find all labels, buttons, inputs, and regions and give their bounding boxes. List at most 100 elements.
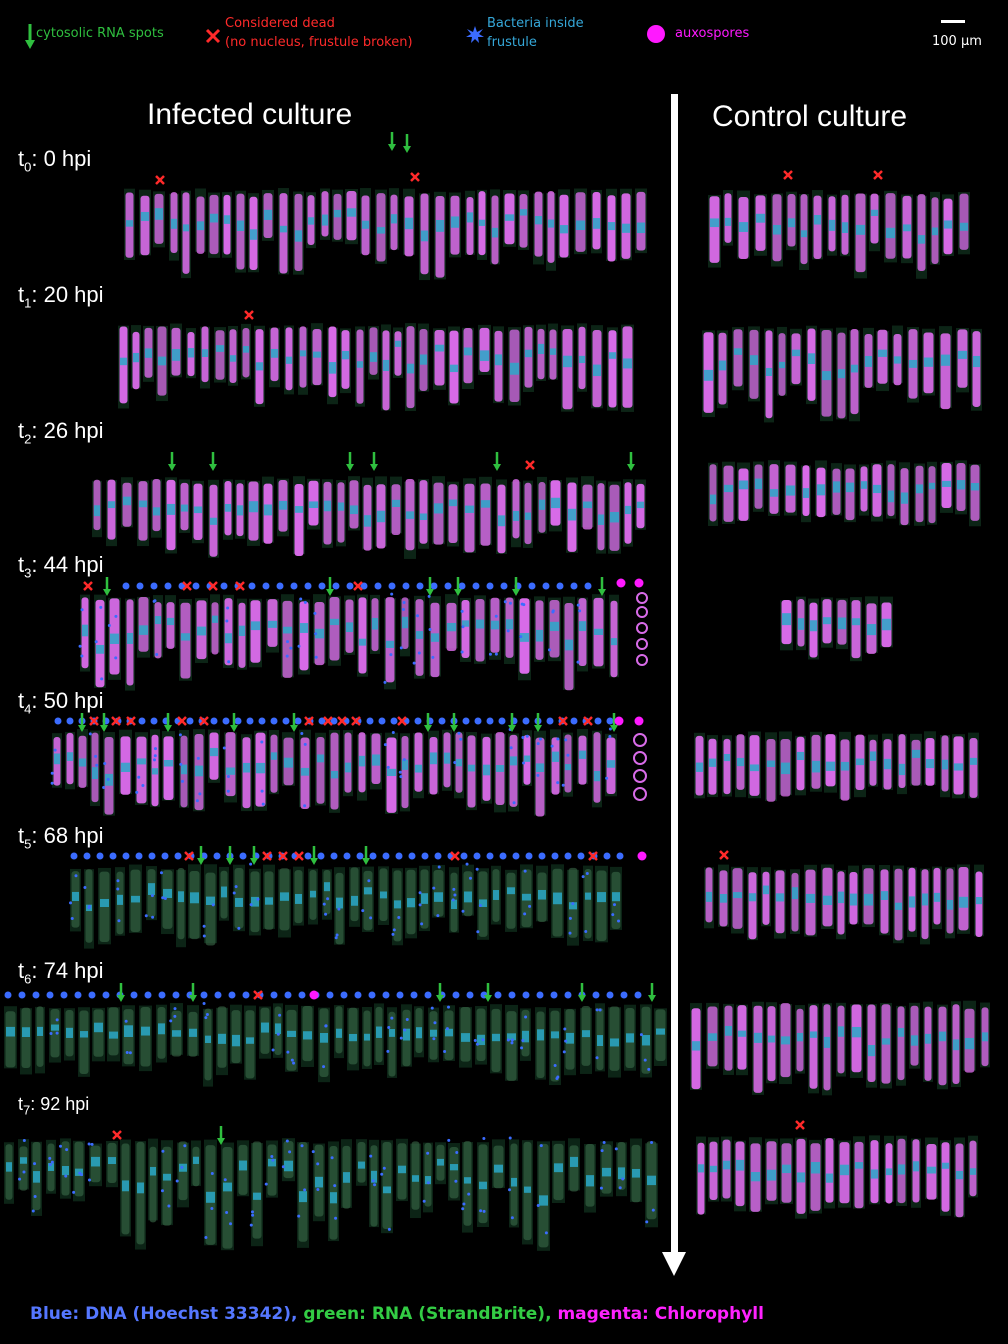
cell-nucleus xyxy=(976,897,982,905)
dead-marker xyxy=(184,851,194,861)
cell-chloroplast xyxy=(177,867,185,940)
bacteria-dot xyxy=(285,1139,289,1143)
cell-nucleus xyxy=(462,620,469,627)
cell-nucleus xyxy=(899,763,905,776)
cell-chloroplast xyxy=(735,1141,745,1207)
timepoint-sub: 2 xyxy=(24,431,32,447)
cell-nucleus xyxy=(941,354,950,366)
cell-chloroplast xyxy=(767,1006,776,1082)
timepoint-sub: 7 xyxy=(23,1102,31,1118)
cell-nucleus xyxy=(364,887,372,895)
bacteria-dot xyxy=(316,1187,320,1191)
cell-nucleus xyxy=(253,1192,261,1200)
cell-chloroplast xyxy=(837,1005,845,1074)
cell-nucleus xyxy=(551,497,560,509)
cell-nucleus xyxy=(394,900,401,909)
bacteria-dot xyxy=(447,1005,451,1009)
cell-nucleus xyxy=(524,755,530,762)
cell-chloroplast xyxy=(809,1005,818,1089)
cell-nucleus xyxy=(232,1034,240,1047)
cell-nucleus xyxy=(916,484,923,494)
cell-nucleus xyxy=(881,891,888,900)
bacteria-dot xyxy=(161,1149,165,1153)
cell-chloroplast xyxy=(323,869,331,915)
bacteria-marker xyxy=(378,717,386,725)
cell-nucleus xyxy=(310,890,316,898)
bacteria-marker xyxy=(239,852,247,860)
cell-chloroplast xyxy=(537,328,545,380)
cell-chloroplast xyxy=(163,736,174,800)
bacteria-dot xyxy=(401,608,405,612)
rna-marker xyxy=(326,589,334,596)
bacteria-dot xyxy=(303,804,307,808)
bacteria-dot xyxy=(205,1013,209,1017)
bacteria-marker xyxy=(416,582,424,590)
bacteria-dot xyxy=(260,740,264,744)
cell-chloroplast xyxy=(341,330,350,389)
cell-nucleus xyxy=(632,1168,640,1178)
bacteria-dot xyxy=(461,909,465,913)
cell-nucleus xyxy=(94,505,100,517)
bacteria-dot xyxy=(159,871,163,875)
bacteria-marker xyxy=(270,991,278,999)
dead-marker xyxy=(873,170,883,180)
bacteria-marker xyxy=(410,991,418,999)
cell-nucleus xyxy=(237,505,243,516)
bacteria-dot xyxy=(521,1038,525,1042)
cell-nucleus xyxy=(197,221,204,231)
cell-chloroplast xyxy=(655,1009,666,1062)
bacteria-dot xyxy=(550,744,554,748)
cell-nucleus xyxy=(840,1164,849,1176)
cell-nucleus xyxy=(798,618,804,630)
rna-marker xyxy=(230,725,238,732)
dead-marker xyxy=(410,172,420,182)
cell-nucleus xyxy=(163,888,172,898)
bacteria-dot xyxy=(80,1173,84,1177)
bacteria-dot xyxy=(276,1032,280,1036)
bacteria-dot xyxy=(160,1189,164,1193)
dead-marker xyxy=(182,581,192,591)
cell-nucleus xyxy=(117,894,123,905)
cell-nucleus xyxy=(139,500,147,508)
cell-chloroplast xyxy=(800,194,808,265)
cell-nucleus xyxy=(377,227,385,234)
cell-chloroplast xyxy=(825,1138,834,1203)
cell-nucleus xyxy=(882,618,891,631)
cell-chloroplast xyxy=(140,195,150,256)
bacteria-marker xyxy=(138,717,146,725)
bacteria-dot xyxy=(475,867,479,871)
cell-nucleus xyxy=(492,1033,500,1042)
cell-nucleus xyxy=(148,883,155,895)
timepoint-sub: 3 xyxy=(24,565,32,581)
cell-chloroplast xyxy=(535,737,545,817)
cell-chloroplast xyxy=(350,867,359,922)
bacteria-dot xyxy=(153,747,157,751)
bacteria-dot xyxy=(55,1031,59,1035)
cell-nucleus xyxy=(788,218,795,228)
dead-marker xyxy=(111,716,121,726)
cell-nucleus xyxy=(563,355,572,368)
bacteria-dot xyxy=(223,1178,227,1182)
timepoint-text: : 74 hpi xyxy=(31,958,104,983)
cell-nucleus xyxy=(491,620,499,630)
cell-nucleus xyxy=(256,362,263,371)
cell-nucleus xyxy=(971,483,979,491)
bacteria-dot xyxy=(481,1038,485,1042)
bacteria-marker xyxy=(88,991,96,999)
cell-chloroplast xyxy=(205,872,216,946)
bacteria-marker xyxy=(32,991,40,999)
bacteria-marker xyxy=(304,582,312,590)
cell-nucleus xyxy=(806,893,815,903)
cell-chloroplast xyxy=(550,1010,560,1082)
bacteria-dot xyxy=(33,1194,37,1198)
cell-chloroplast xyxy=(732,868,743,929)
bacteria-dot xyxy=(198,792,202,796)
cell-nucleus xyxy=(434,503,443,514)
bacteria-dot xyxy=(286,640,290,644)
cell-nucleus xyxy=(343,1172,350,1183)
cell-nucleus xyxy=(22,1027,30,1038)
bacteria-dot xyxy=(506,1038,510,1042)
bacteria-marker xyxy=(564,991,572,999)
bacteria-dot xyxy=(55,1018,59,1022)
legend-rna-label: cytosolic RNA spots xyxy=(36,26,164,41)
